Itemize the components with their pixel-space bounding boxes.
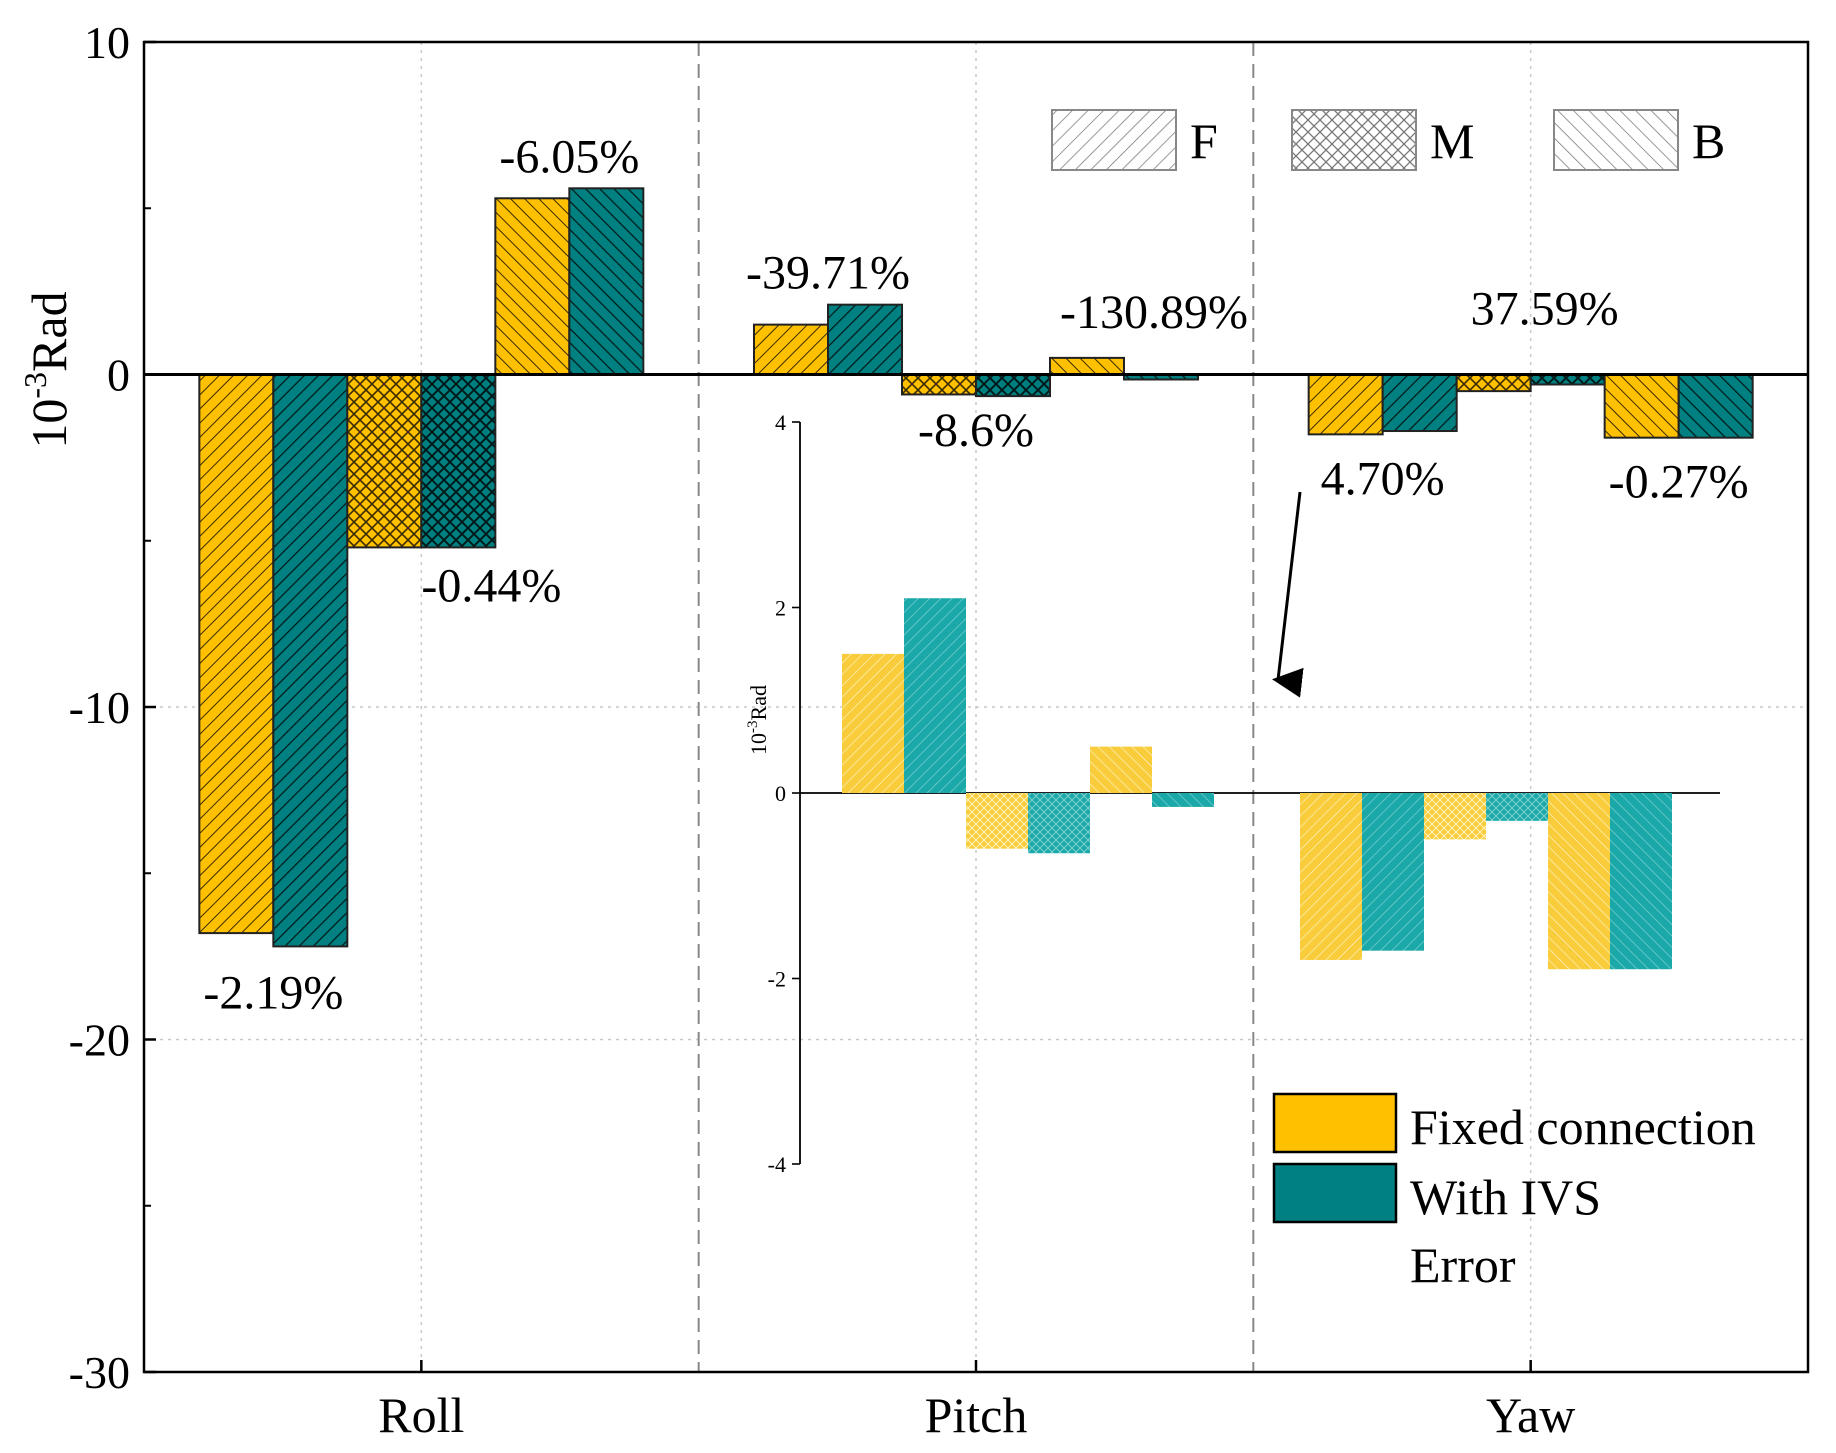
legend-fixed-swatch bbox=[1272, 1092, 1398, 1154]
labels-layer: -2.19% -0.44% -6.05% -39.71% -8.6% -130.89% 4.… bbox=[203, 130, 1748, 1019]
pattern-legend-b-label: B bbox=[1692, 113, 1725, 169]
bar-roll-m-fixed bbox=[346, 373, 423, 549]
pattern-legend-m-swatch bbox=[1291, 109, 1417, 171]
y-axis-label: 10-3Rad bbox=[17, 291, 77, 448]
y-tick-label: 10 bbox=[84, 17, 130, 68]
legend-fixed-label: Fixed connection bbox=[1410, 1099, 1756, 1155]
x-tick-label-roll: Roll bbox=[378, 1387, 464, 1443]
inset-bar-pitch-f-ivs bbox=[904, 598, 966, 793]
inset-bar-yaw-b-ivs bbox=[1610, 793, 1672, 970]
pattern-legend-f-swatch bbox=[1051, 109, 1177, 171]
bar-pitch-f-ivs bbox=[827, 303, 903, 376]
bar-pitch-f-fixed bbox=[753, 323, 829, 376]
inset-y-tick-label: 0 bbox=[775, 781, 786, 806]
bar-pitch-b-fixed bbox=[1049, 356, 1125, 376]
inset-y-axis-label-base: 10 bbox=[746, 733, 771, 755]
legend-ivs-swatch bbox=[1272, 1162, 1398, 1224]
series-legend: Fixed connection With IVS Error bbox=[1272, 1092, 1756, 1293]
inset-bar-pitch-f-fixed bbox=[842, 653, 904, 793]
inset-bar-pitch-b-ivs bbox=[1152, 793, 1214, 807]
y-tick-label: -10 bbox=[69, 682, 130, 733]
y-axis-label-base: 10 bbox=[21, 399, 77, 449]
bar-roll-b-ivs bbox=[568, 187, 645, 376]
inset-y-tick-label: 4 bbox=[775, 410, 786, 435]
bar-yaw-m-fixed bbox=[1455, 373, 1532, 393]
bar-pitch-m-fixed bbox=[901, 373, 977, 396]
y-axis-label-unit: Rad bbox=[21, 291, 77, 372]
error-label-pitch-m: -8.6% bbox=[918, 404, 1034, 457]
x-tick-label-pitch: Pitch bbox=[925, 1387, 1028, 1443]
inset-bar-yaw-f-ivs bbox=[1362, 793, 1424, 951]
error-label-roll-m: -0.44% bbox=[421, 559, 561, 612]
inset-bar-pitch-b-fixed bbox=[1090, 746, 1152, 793]
pattern-legend-m-label: M bbox=[1430, 113, 1474, 169]
y-tick-label: 0 bbox=[107, 350, 130, 401]
bar-pitch-m-ivs bbox=[975, 373, 1051, 398]
pattern-legend: F M B bbox=[1051, 109, 1725, 171]
bar-roll-f-fixed bbox=[198, 373, 275, 935]
pattern-legend-b-swatch bbox=[1553, 109, 1679, 171]
pattern-legend-f-label: F bbox=[1190, 113, 1218, 169]
inset-bar-yaw-m-ivs bbox=[1486, 793, 1548, 821]
error-label-yaw-b: -0.27% bbox=[1609, 456, 1749, 509]
inset-arrow bbox=[1272, 491, 1304, 698]
grid-layer bbox=[144, 42, 1808, 1372]
inset-y-axis-label: 10-3Rad bbox=[745, 685, 771, 755]
error-label-yaw-m: 37.59% bbox=[1471, 283, 1619, 336]
inset-bar-yaw-b-fixed bbox=[1548, 793, 1610, 970]
legend-error-label: Error bbox=[1410, 1237, 1516, 1293]
bar-yaw-f-ivs bbox=[1381, 373, 1458, 433]
bar-roll-m-ivs bbox=[420, 373, 497, 549]
bar-yaw-b-fixed bbox=[1603, 373, 1680, 439]
error-label-roll-b: -6.05% bbox=[499, 130, 639, 183]
inset-bar-yaw-m-fixed bbox=[1424, 793, 1486, 840]
error-label-roll-f: -2.19% bbox=[203, 966, 343, 1019]
bar-yaw-b-ivs bbox=[1677, 373, 1754, 439]
error-label-yaw-f: 4.70% bbox=[1321, 452, 1445, 505]
y-axis-label-exp: -3 bbox=[17, 372, 53, 399]
y-tick-label: -20 bbox=[69, 1015, 130, 1066]
inset-bar-yaw-f-fixed bbox=[1300, 793, 1362, 960]
x-tick-label-yaw: Yaw bbox=[1486, 1387, 1575, 1443]
bar-roll-b-fixed bbox=[494, 197, 571, 376]
legend-ivs-label: With IVS bbox=[1410, 1169, 1601, 1225]
error-label-pitch-f: -39.71% bbox=[746, 247, 910, 300]
inset-bar-pitch-m-fixed bbox=[966, 793, 1028, 849]
inset-y-tick-label: -2 bbox=[768, 967, 786, 992]
error-label-pitch-b: -130.89% bbox=[1060, 286, 1248, 339]
inset-bar-pitch-m-ivs bbox=[1028, 793, 1090, 854]
inset-y-axis-label-exp: -3 bbox=[745, 720, 761, 733]
bar-roll-f-ivs bbox=[272, 373, 349, 948]
inset-y-tick-label: -4 bbox=[768, 1152, 786, 1177]
bar-yaw-f-fixed bbox=[1307, 373, 1384, 436]
inset-y-axis-label-unit: Rad bbox=[746, 685, 771, 720]
y-tick-label: -30 bbox=[69, 1347, 130, 1398]
inset-y-tick-label: 2 bbox=[775, 596, 786, 621]
inset-chart: 4 2 0 -2 -4 10-3Rad bbox=[745, 410, 1720, 1177]
